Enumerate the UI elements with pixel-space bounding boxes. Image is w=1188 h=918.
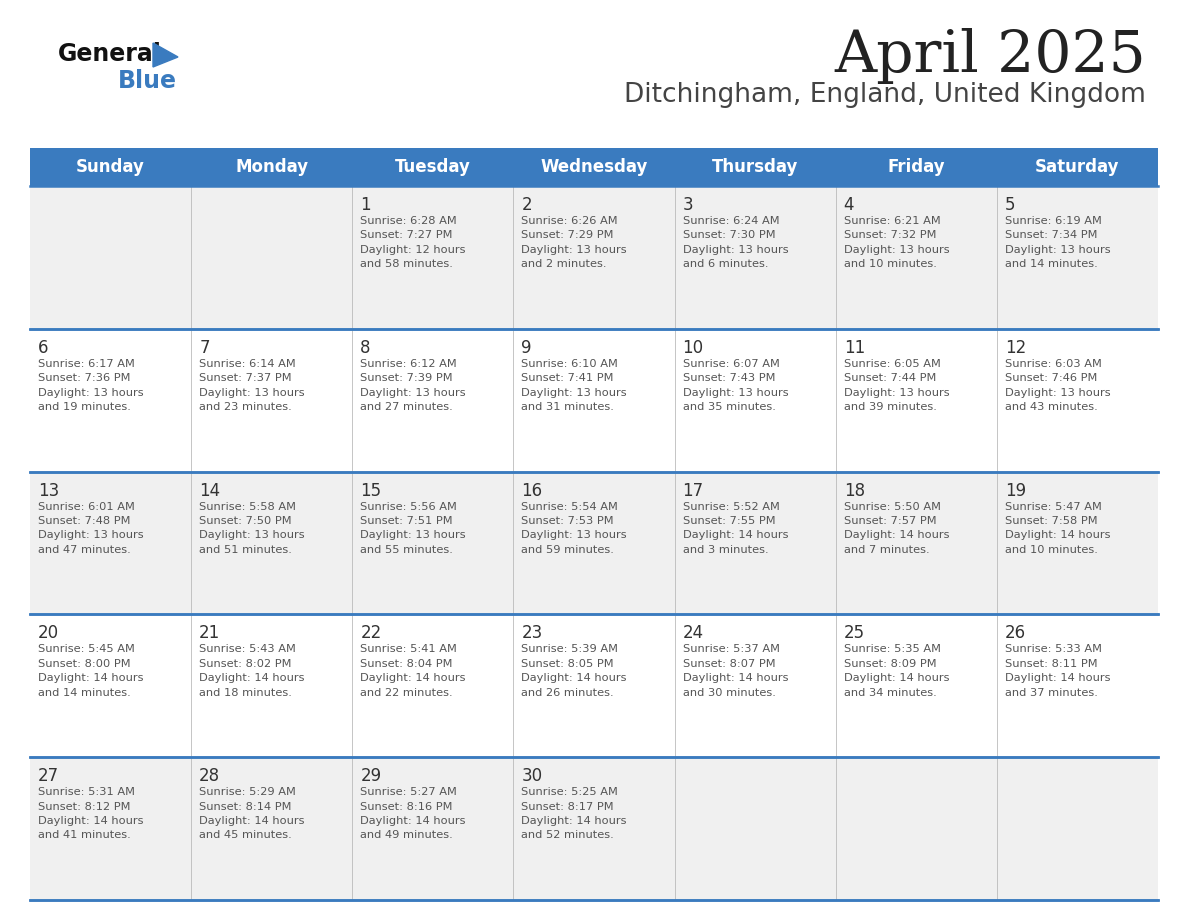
Text: Sunrise: 5:45 AM
Sunset: 8:00 PM
Daylight: 14 hours
and 14 minutes.: Sunrise: 5:45 AM Sunset: 8:00 PM Dayligh… bbox=[38, 644, 144, 698]
Text: 5: 5 bbox=[1005, 196, 1016, 214]
Text: Sunrise: 6:12 AM
Sunset: 7:39 PM
Daylight: 13 hours
and 27 minutes.: Sunrise: 6:12 AM Sunset: 7:39 PM Dayligh… bbox=[360, 359, 466, 412]
Text: Sunrise: 5:29 AM
Sunset: 8:14 PM
Daylight: 14 hours
and 45 minutes.: Sunrise: 5:29 AM Sunset: 8:14 PM Dayligh… bbox=[200, 788, 304, 840]
Text: Sunrise: 5:25 AM
Sunset: 8:17 PM
Daylight: 14 hours
and 52 minutes.: Sunrise: 5:25 AM Sunset: 8:17 PM Dayligh… bbox=[522, 788, 627, 840]
Text: Sunrise: 6:24 AM
Sunset: 7:30 PM
Daylight: 13 hours
and 6 minutes.: Sunrise: 6:24 AM Sunset: 7:30 PM Dayligh… bbox=[683, 216, 788, 269]
Text: Sunrise: 5:50 AM
Sunset: 7:57 PM
Daylight: 14 hours
and 7 minutes.: Sunrise: 5:50 AM Sunset: 7:57 PM Dayligh… bbox=[843, 501, 949, 554]
Text: 1: 1 bbox=[360, 196, 371, 214]
Text: Sunrise: 5:27 AM
Sunset: 8:16 PM
Daylight: 14 hours
and 49 minutes.: Sunrise: 5:27 AM Sunset: 8:16 PM Dayligh… bbox=[360, 788, 466, 840]
Text: 19: 19 bbox=[1005, 482, 1026, 499]
Bar bbox=[30, 329, 1158, 472]
Text: Sunday: Sunday bbox=[76, 158, 145, 176]
Text: Sunrise: 5:37 AM
Sunset: 8:07 PM
Daylight: 14 hours
and 30 minutes.: Sunrise: 5:37 AM Sunset: 8:07 PM Dayligh… bbox=[683, 644, 788, 698]
Text: 29: 29 bbox=[360, 767, 381, 785]
Text: 14: 14 bbox=[200, 482, 220, 499]
Text: 18: 18 bbox=[843, 482, 865, 499]
Text: 28: 28 bbox=[200, 767, 220, 785]
Text: Sunrise: 6:10 AM
Sunset: 7:41 PM
Daylight: 13 hours
and 31 minutes.: Sunrise: 6:10 AM Sunset: 7:41 PM Dayligh… bbox=[522, 359, 627, 412]
Text: Monday: Monday bbox=[235, 158, 308, 176]
Text: 7: 7 bbox=[200, 339, 209, 357]
Text: Tuesday: Tuesday bbox=[394, 158, 470, 176]
Text: 24: 24 bbox=[683, 624, 703, 643]
Text: Thursday: Thursday bbox=[712, 158, 798, 176]
Text: Sunrise: 6:28 AM
Sunset: 7:27 PM
Daylight: 12 hours
and 58 minutes.: Sunrise: 6:28 AM Sunset: 7:27 PM Dayligh… bbox=[360, 216, 466, 269]
Text: April 2025: April 2025 bbox=[834, 28, 1146, 84]
Bar bbox=[30, 757, 1158, 900]
Text: 26: 26 bbox=[1005, 624, 1026, 643]
Text: 15: 15 bbox=[360, 482, 381, 499]
Text: 10: 10 bbox=[683, 339, 703, 357]
Text: 17: 17 bbox=[683, 482, 703, 499]
Bar bbox=[30, 472, 1158, 614]
Text: Friday: Friday bbox=[887, 158, 946, 176]
Text: 23: 23 bbox=[522, 624, 543, 643]
Text: Wednesday: Wednesday bbox=[541, 158, 647, 176]
Text: Sunrise: 6:05 AM
Sunset: 7:44 PM
Daylight: 13 hours
and 39 minutes.: Sunrise: 6:05 AM Sunset: 7:44 PM Dayligh… bbox=[843, 359, 949, 412]
Text: Saturday: Saturday bbox=[1035, 158, 1119, 176]
Text: 13: 13 bbox=[38, 482, 59, 499]
Text: 6: 6 bbox=[38, 339, 49, 357]
Text: 16: 16 bbox=[522, 482, 543, 499]
Text: Sunrise: 5:35 AM
Sunset: 8:09 PM
Daylight: 14 hours
and 34 minutes.: Sunrise: 5:35 AM Sunset: 8:09 PM Dayligh… bbox=[843, 644, 949, 698]
Text: 27: 27 bbox=[38, 767, 59, 785]
Text: Sunrise: 6:01 AM
Sunset: 7:48 PM
Daylight: 13 hours
and 47 minutes.: Sunrise: 6:01 AM Sunset: 7:48 PM Dayligh… bbox=[38, 501, 144, 554]
Text: 9: 9 bbox=[522, 339, 532, 357]
Text: Sunrise: 5:56 AM
Sunset: 7:51 PM
Daylight: 13 hours
and 55 minutes.: Sunrise: 5:56 AM Sunset: 7:51 PM Dayligh… bbox=[360, 501, 466, 554]
Text: Sunrise: 5:43 AM
Sunset: 8:02 PM
Daylight: 14 hours
and 18 minutes.: Sunrise: 5:43 AM Sunset: 8:02 PM Dayligh… bbox=[200, 644, 304, 698]
Text: Sunrise: 5:39 AM
Sunset: 8:05 PM
Daylight: 14 hours
and 26 minutes.: Sunrise: 5:39 AM Sunset: 8:05 PM Dayligh… bbox=[522, 644, 627, 698]
Text: 25: 25 bbox=[843, 624, 865, 643]
Polygon shape bbox=[153, 43, 178, 67]
Text: Sunrise: 5:41 AM
Sunset: 8:04 PM
Daylight: 14 hours
and 22 minutes.: Sunrise: 5:41 AM Sunset: 8:04 PM Dayligh… bbox=[360, 644, 466, 698]
Bar bbox=[30, 148, 1158, 186]
Text: Sunrise: 6:26 AM
Sunset: 7:29 PM
Daylight: 13 hours
and 2 minutes.: Sunrise: 6:26 AM Sunset: 7:29 PM Dayligh… bbox=[522, 216, 627, 269]
Text: Sunrise: 6:19 AM
Sunset: 7:34 PM
Daylight: 13 hours
and 14 minutes.: Sunrise: 6:19 AM Sunset: 7:34 PM Dayligh… bbox=[1005, 216, 1111, 269]
Text: Sunrise: 5:47 AM
Sunset: 7:58 PM
Daylight: 14 hours
and 10 minutes.: Sunrise: 5:47 AM Sunset: 7:58 PM Dayligh… bbox=[1005, 501, 1111, 554]
Text: 2: 2 bbox=[522, 196, 532, 214]
Text: General: General bbox=[58, 42, 162, 66]
Text: 8: 8 bbox=[360, 339, 371, 357]
Text: Sunrise: 5:31 AM
Sunset: 8:12 PM
Daylight: 14 hours
and 41 minutes.: Sunrise: 5:31 AM Sunset: 8:12 PM Dayligh… bbox=[38, 788, 144, 840]
Text: Ditchingham, England, United Kingdom: Ditchingham, England, United Kingdom bbox=[624, 82, 1146, 108]
Text: Sunrise: 6:14 AM
Sunset: 7:37 PM
Daylight: 13 hours
and 23 minutes.: Sunrise: 6:14 AM Sunset: 7:37 PM Dayligh… bbox=[200, 359, 305, 412]
Text: Blue: Blue bbox=[118, 69, 177, 93]
Text: Sunrise: 6:03 AM
Sunset: 7:46 PM
Daylight: 13 hours
and 43 minutes.: Sunrise: 6:03 AM Sunset: 7:46 PM Dayligh… bbox=[1005, 359, 1111, 412]
Bar bbox=[30, 614, 1158, 757]
Text: Sunrise: 6:21 AM
Sunset: 7:32 PM
Daylight: 13 hours
and 10 minutes.: Sunrise: 6:21 AM Sunset: 7:32 PM Dayligh… bbox=[843, 216, 949, 269]
Text: 30: 30 bbox=[522, 767, 543, 785]
Text: Sunrise: 5:54 AM
Sunset: 7:53 PM
Daylight: 13 hours
and 59 minutes.: Sunrise: 5:54 AM Sunset: 7:53 PM Dayligh… bbox=[522, 501, 627, 554]
Text: Sunrise: 5:52 AM
Sunset: 7:55 PM
Daylight: 14 hours
and 3 minutes.: Sunrise: 5:52 AM Sunset: 7:55 PM Dayligh… bbox=[683, 501, 788, 554]
Bar bbox=[30, 186, 1158, 329]
Text: Sunrise: 6:17 AM
Sunset: 7:36 PM
Daylight: 13 hours
and 19 minutes.: Sunrise: 6:17 AM Sunset: 7:36 PM Dayligh… bbox=[38, 359, 144, 412]
Text: 4: 4 bbox=[843, 196, 854, 214]
Text: Sunrise: 5:33 AM
Sunset: 8:11 PM
Daylight: 14 hours
and 37 minutes.: Sunrise: 5:33 AM Sunset: 8:11 PM Dayligh… bbox=[1005, 644, 1111, 698]
Text: Sunrise: 6:07 AM
Sunset: 7:43 PM
Daylight: 13 hours
and 35 minutes.: Sunrise: 6:07 AM Sunset: 7:43 PM Dayligh… bbox=[683, 359, 788, 412]
Text: 3: 3 bbox=[683, 196, 693, 214]
Text: 11: 11 bbox=[843, 339, 865, 357]
Text: Sunrise: 5:58 AM
Sunset: 7:50 PM
Daylight: 13 hours
and 51 minutes.: Sunrise: 5:58 AM Sunset: 7:50 PM Dayligh… bbox=[200, 501, 305, 554]
Text: 22: 22 bbox=[360, 624, 381, 643]
Text: 20: 20 bbox=[38, 624, 59, 643]
Text: 21: 21 bbox=[200, 624, 221, 643]
Text: 12: 12 bbox=[1005, 339, 1026, 357]
